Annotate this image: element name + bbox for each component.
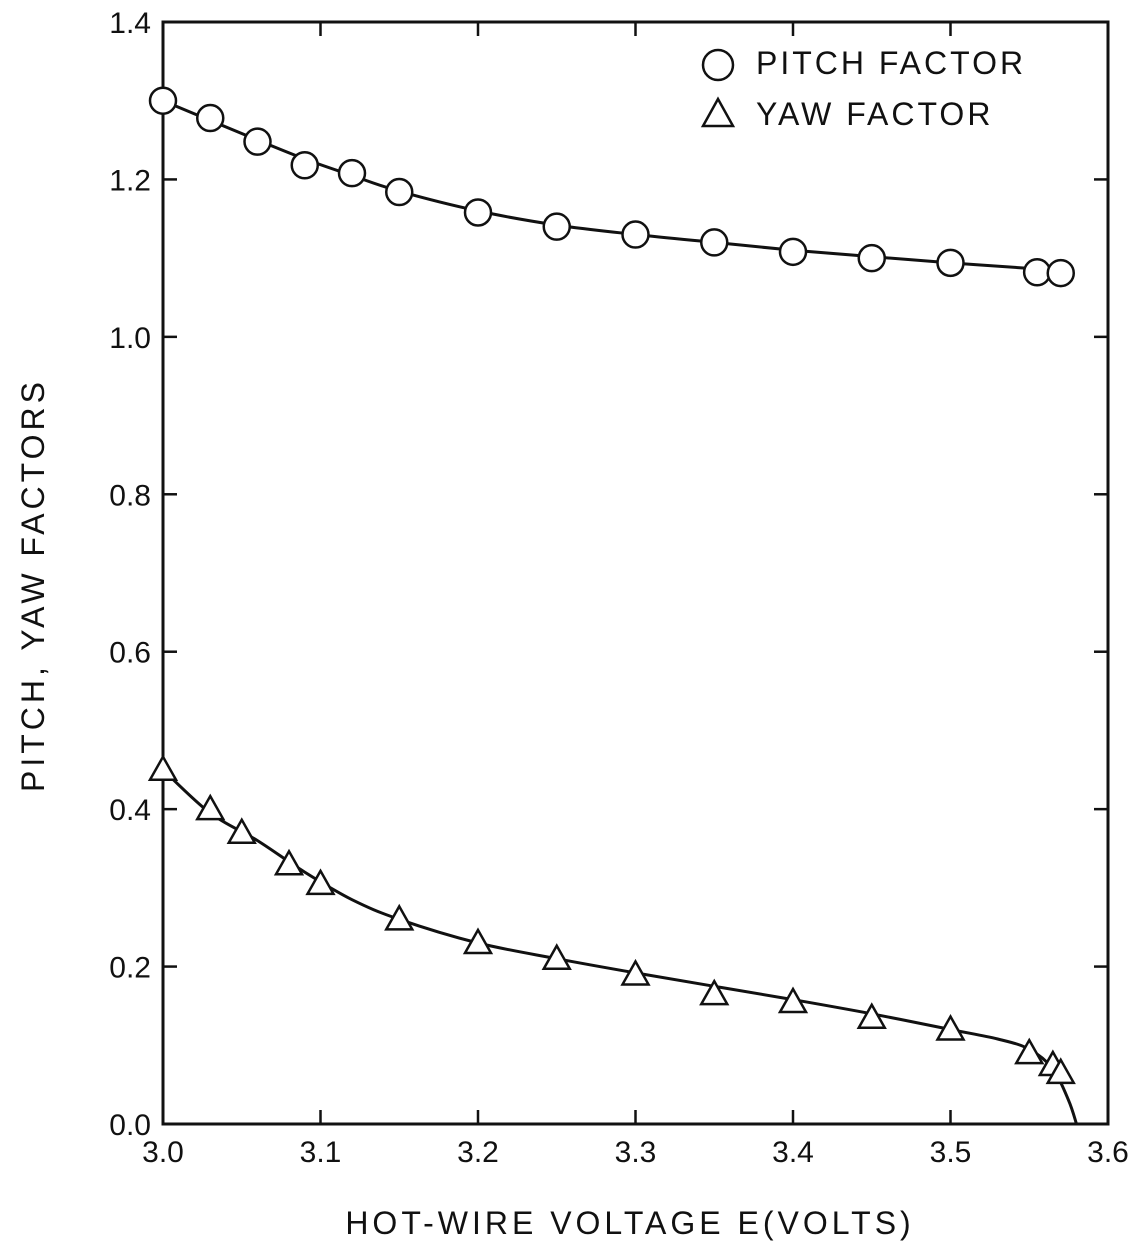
legend-label-pitch: PITCH FACTOR	[756, 45, 1026, 81]
y-axis: 0.0 0.2 0.4 0.6 0.8 1.0 1.2 1.4	[109, 7, 1108, 1142]
legend: PITCH FACTOR YAW FACTOR	[700, 45, 1026, 132]
yaw-factor-point	[1014, 1037, 1045, 1065]
pitch-factor-point	[1046, 258, 1075, 288]
pitch-factor-point	[621, 220, 650, 249]
yaw-factor-point	[620, 958, 651, 986]
x-axis-title: HOT-WIRE VOLTAGE E(VOLTS)	[345, 1205, 914, 1241]
yaw-factor-point	[935, 1013, 966, 1041]
yaw-factor-point	[147, 754, 179, 782]
x-axis: 3.0 3.1 3.2 3.3 3.4 3.5 3.6	[142, 22, 1129, 1169]
y-tick-label: 1.4	[109, 7, 151, 40]
y-tick-label: 0.6	[109, 637, 151, 670]
plot-border	[161, 20, 1110, 1126]
y-tick-label: 0.8	[109, 479, 151, 512]
yaw-factor-point	[273, 848, 305, 876]
yaw-factor-point	[195, 793, 226, 821]
yaw-factor-point	[699, 978, 730, 1006]
y-tick-label: 0.2	[109, 952, 151, 985]
yaw-factor-point	[1045, 1057, 1076, 1085]
yaw-factor-point	[305, 868, 336, 896]
pitch-factor-point	[337, 158, 367, 188]
pitch-factor-point	[778, 237, 808, 267]
series-curve-1	[161, 768, 1078, 1125]
x-tick-label: 3.5	[930, 1136, 972, 1169]
y-tick-label: 1.0	[109, 322, 151, 355]
pitch-factor-point	[542, 212, 571, 241]
legend-circle-marker	[701, 48, 735, 82]
plot-area	[161, 20, 1110, 1126]
pitch-factor-point	[1022, 258, 1052, 287]
yaw-factor-point	[777, 986, 809, 1014]
x-tick-label: 3.6	[1087, 1136, 1129, 1169]
yaw-factor-point	[856, 1002, 887, 1029]
x-tick-label: 3.4	[772, 1136, 814, 1169]
legend-triangle-marker	[700, 96, 736, 128]
yaw-factor-point	[541, 943, 572, 970]
x-tick-label: 3.3	[615, 1136, 657, 1169]
y-tick-label: 0.4	[109, 794, 151, 827]
pitch-factor-point	[700, 228, 729, 257]
x-tick-label: 3.0	[142, 1136, 184, 1169]
yaw-factor-point	[462, 927, 494, 955]
pitch-factor-point	[243, 127, 272, 156]
yaw-factor-point	[226, 817, 257, 845]
pitch-factor-point	[196, 103, 225, 133]
legend-label-yaw: YAW FACTOR	[756, 96, 993, 132]
pitch-factor-point	[463, 198, 493, 227]
yaw-factor-point	[384, 903, 415, 931]
pitch-factor-point	[290, 151, 319, 180]
pitch-factor-point	[148, 86, 178, 115]
y-axis-title: PITCH, YAW FACTORS	[15, 378, 51, 792]
pitch-factor-point	[857, 243, 886, 273]
x-tick-label: 3.2	[457, 1136, 499, 1169]
pitch-factor-point	[936, 248, 965, 278]
x-tick-label: 3.1	[300, 1136, 342, 1169]
y-tick-label: 0.0	[109, 1109, 151, 1142]
pitch-factor-point	[385, 177, 414, 207]
y-tick-label: 1.2	[109, 164, 151, 197]
data-markers	[147, 86, 1076, 1085]
